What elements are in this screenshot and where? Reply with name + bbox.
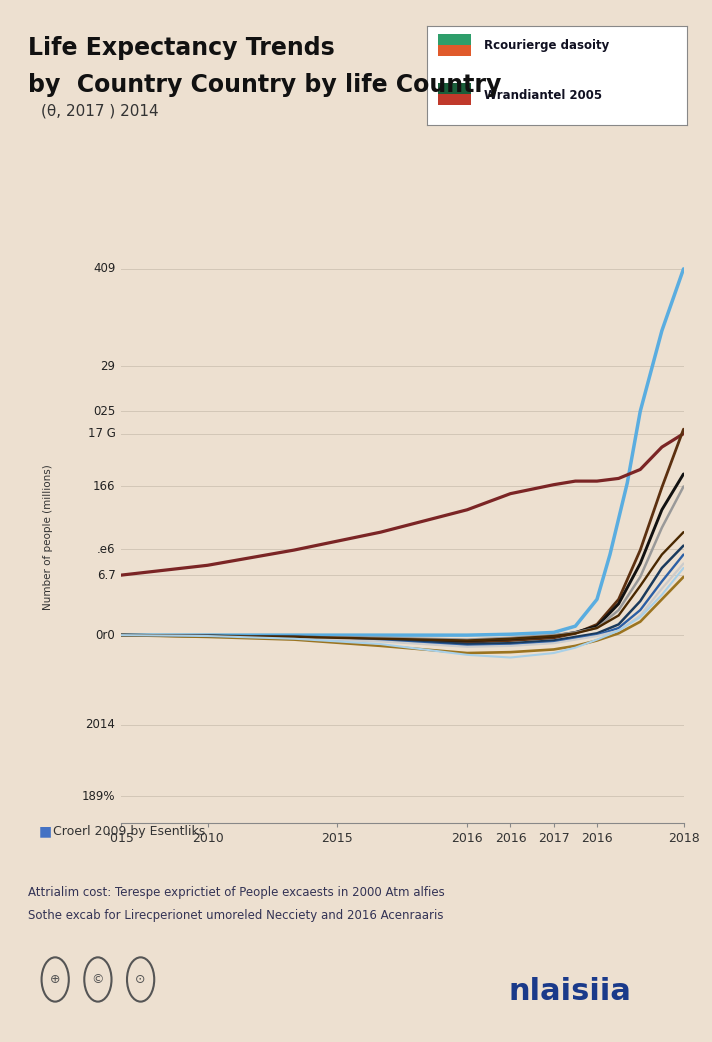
Text: (θ, 2017 ) 2014: (θ, 2017 ) 2014 bbox=[41, 104, 158, 119]
Text: Number of people (millions): Number of people (millions) bbox=[43, 464, 53, 610]
Text: by  Country Country by life Country: by Country Country by life Country bbox=[28, 73, 502, 97]
Text: ■: ■ bbox=[39, 824, 52, 839]
Bar bbox=[438, 34, 471, 56]
Text: 166: 166 bbox=[93, 480, 115, 493]
Bar bbox=[438, 95, 471, 105]
Text: 29: 29 bbox=[100, 359, 115, 373]
Text: ⊙: ⊙ bbox=[135, 973, 146, 986]
Text: Wrandiantel 2005: Wrandiantel 2005 bbox=[484, 89, 602, 102]
Text: Rcourierge dasoity: Rcourierge dasoity bbox=[484, 40, 609, 52]
Bar bbox=[438, 45, 471, 56]
Text: nlaisiia: nlaisiia bbox=[508, 977, 631, 1007]
Text: Life Expectancy Trends: Life Expectancy Trends bbox=[28, 36, 335, 60]
Text: 409: 409 bbox=[93, 263, 115, 275]
Text: ⊕: ⊕ bbox=[50, 973, 61, 986]
Text: Attrialim cost: Terespe exprictiet of People excaests in 2000 Atm alfies: Attrialim cost: Terespe exprictiet of Pe… bbox=[28, 886, 445, 899]
Bar bbox=[438, 83, 471, 105]
Text: 17 G: 17 G bbox=[88, 427, 115, 440]
Text: 025: 025 bbox=[93, 404, 115, 418]
Text: 2014: 2014 bbox=[85, 718, 115, 731]
Text: Croerl 2009 by Esentliks: Croerl 2009 by Esentliks bbox=[53, 825, 206, 838]
Text: 0r0: 0r0 bbox=[95, 628, 115, 642]
Text: 6.7: 6.7 bbox=[97, 569, 115, 581]
Text: ©: © bbox=[92, 973, 104, 986]
Text: Sothe excab for Lirecperionet umoreled Necciety and 2016 Acenraaris: Sothe excab for Lirecperionet umoreled N… bbox=[28, 909, 444, 922]
Text: .e6: .e6 bbox=[97, 543, 115, 555]
Text: 189%: 189% bbox=[82, 790, 115, 802]
